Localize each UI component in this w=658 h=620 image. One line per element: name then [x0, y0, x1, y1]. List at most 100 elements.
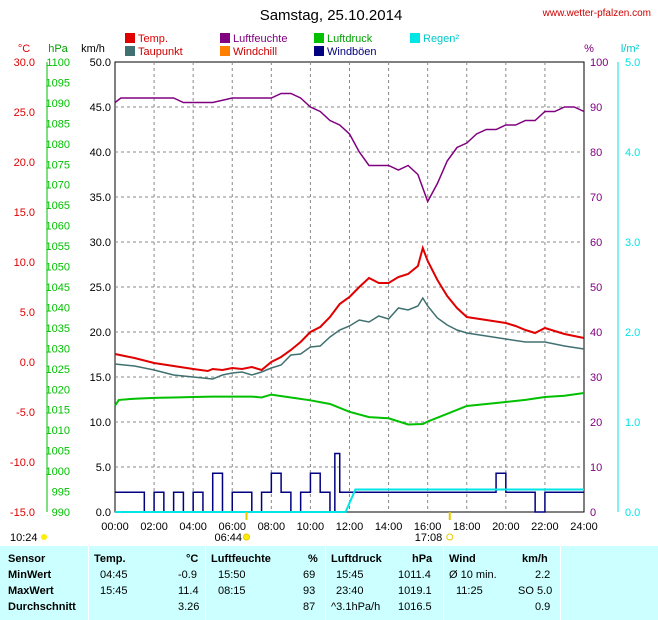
- temp-tick-label: 0.0: [20, 357, 35, 369]
- row-label-avg: Durchschnitt: [8, 601, 76, 613]
- series-line-luftdruck: [114, 392, 585, 426]
- x-tick-label: 10:00: [297, 521, 325, 533]
- wind-tick-label: 25.0: [90, 282, 111, 294]
- rain-tick-label: 2.0: [625, 327, 640, 339]
- temp-tick-label: 30.0: [14, 57, 35, 69]
- wind-tick-label: 10.0: [90, 417, 111, 429]
- hdr-wind-unit: km/h: [522, 553, 548, 565]
- humidity-tick-label: 20: [590, 417, 602, 429]
- unit-humidity: %: [584, 43, 594, 55]
- series-line-luftfeuchte: [114, 92, 585, 204]
- row-label-max: MaxWert: [8, 585, 54, 597]
- humidity-tick-label: 40: [590, 327, 602, 339]
- max-hum-value: 93: [303, 585, 316, 597]
- hdr-temp-unit: °C: [186, 553, 199, 565]
- temp-tick-label: 20.0: [14, 157, 35, 169]
- pressure-tick-label: 1035: [46, 323, 70, 335]
- sun-icon: [446, 533, 454, 541]
- rain-tick-label: 4.0: [625, 147, 640, 159]
- legend: Temp. Luftfeuchte Luftdruck Regen² Taupu…: [125, 33, 459, 58]
- chart-title: Samstag, 25.10.2014: [260, 7, 403, 24]
- sun-markers: 10:24 06:44 17:08: [10, 512, 454, 544]
- hdr-wind: Wind: [449, 553, 476, 565]
- min-wind-value: 2.2: [535, 569, 551, 581]
- hdr-humidity: Luftfeuchte: [211, 553, 271, 565]
- hdr-pressure: Luftdruck: [331, 553, 382, 565]
- col-divider: [443, 546, 444, 620]
- pressure-tick-label: 1000: [46, 466, 70, 478]
- temp-tick-label: 25.0: [14, 107, 35, 119]
- temp-tick-label: 10.0: [14, 257, 35, 269]
- legend-swatch-humidity: [220, 33, 230, 43]
- humidity-tick-label: 100: [590, 57, 608, 69]
- rain-tick-label: 1.0: [625, 417, 640, 429]
- pressure-tick-label: 1090: [46, 98, 70, 110]
- pressure-tick-label: 1005: [46, 446, 70, 458]
- hdr-temp: Temp.: [94, 553, 126, 565]
- temp-tick-label: 5.0: [20, 307, 35, 319]
- wind-tick-label: 50.0: [90, 57, 111, 69]
- rain-tick-label: 0.0: [625, 507, 640, 519]
- pressure-tick-label: 995: [52, 487, 70, 499]
- min-press-value: 1011.4: [398, 569, 431, 581]
- legend-swatch-gusts: [314, 46, 324, 56]
- legend-label-gusts: Windböen: [327, 46, 377, 58]
- min-temp-time: 04:45: [100, 569, 128, 581]
- rain-tick-label: 3.0: [625, 237, 640, 249]
- legend-label-pressure: Luftdruck: [327, 33, 373, 45]
- sun-icon: [41, 534, 47, 540]
- max-temp-time: 15:45: [100, 585, 128, 597]
- sun-time-label: 17:08: [415, 532, 443, 544]
- legend-label-temp: Temp.: [138, 33, 168, 45]
- legend-label-windchill: Windchill: [233, 46, 277, 58]
- unit-rain: l/m²: [621, 43, 640, 55]
- wind-tick-label: 15.0: [90, 372, 111, 384]
- legend-label-rain: Regen²: [423, 33, 459, 45]
- pressure-tick-label: 1060: [46, 221, 70, 233]
- humidity-tick-label: 50: [590, 282, 602, 294]
- pressure-tick-label: 1055: [46, 241, 70, 253]
- x-tick-label: 20:00: [492, 521, 520, 533]
- x-tick-label: 00:00: [101, 521, 129, 533]
- rain-tick-label: 5.0: [625, 57, 640, 69]
- legend-label-humidity: Luftfeuchte: [233, 33, 287, 45]
- unit-wind: km/h: [81, 43, 105, 55]
- legend-swatch-windchill: [220, 46, 230, 56]
- max-press-value: 1019.1: [398, 585, 432, 597]
- pressure-tick-label: 1075: [46, 159, 70, 171]
- col-divider: [325, 546, 326, 620]
- avg-press-trend: ^3.1hPa/h: [331, 601, 381, 613]
- stats-table: Sensor Temp. °C Luftfeuchte % Luftdruck …: [0, 546, 658, 620]
- hdr-pressure-unit: hPa: [412, 553, 433, 565]
- max-temp-value: 11.4: [178, 585, 199, 597]
- x-tick-label: 24:00: [570, 521, 598, 533]
- max-wind-time: 11:25: [456, 585, 483, 597]
- humidity-tick-label: 90: [590, 102, 602, 114]
- avg-wind-value: 0.9: [535, 601, 551, 613]
- max-press-time: 23:40: [336, 585, 364, 597]
- sunrise-time-label: 10:24: [10, 532, 38, 544]
- wind-tick-label: 20.0: [90, 327, 111, 339]
- wind-tick-label: 0.0: [96, 507, 111, 519]
- min-wind-time: Ø 10 min.: [449, 569, 497, 581]
- temp-tick-label: -10.0: [10, 457, 35, 469]
- col-divider: [560, 546, 561, 620]
- temp-tick-label: 15.0: [14, 207, 35, 219]
- humidity-tick-label: 0: [590, 507, 596, 519]
- pressure-tick-label: 1025: [46, 364, 70, 376]
- row-label-min: MinWert: [8, 569, 52, 581]
- wind-tick-label: 40.0: [90, 147, 111, 159]
- site-link[interactable]: www.wetter-pfalzen.com: [542, 8, 651, 19]
- pressure-tick-label: 1100: [46, 57, 70, 69]
- pressure-tick-label: 1045: [46, 282, 70, 294]
- humidity-tick-label: 70: [590, 192, 602, 204]
- pressure-tick-label: 1085: [46, 118, 70, 130]
- x-tick-label: 18:00: [453, 521, 481, 533]
- x-tick-label: 04:00: [179, 521, 207, 533]
- pressure-tick-label: 1080: [46, 139, 70, 151]
- temp-tick-label: -5.0: [16, 407, 35, 419]
- pressure-tick-label: 1020: [46, 384, 70, 396]
- legend-swatch-pressure: [314, 33, 324, 43]
- pressure-tick-label: 990: [52, 507, 70, 519]
- series-line-temp: [114, 244, 585, 373]
